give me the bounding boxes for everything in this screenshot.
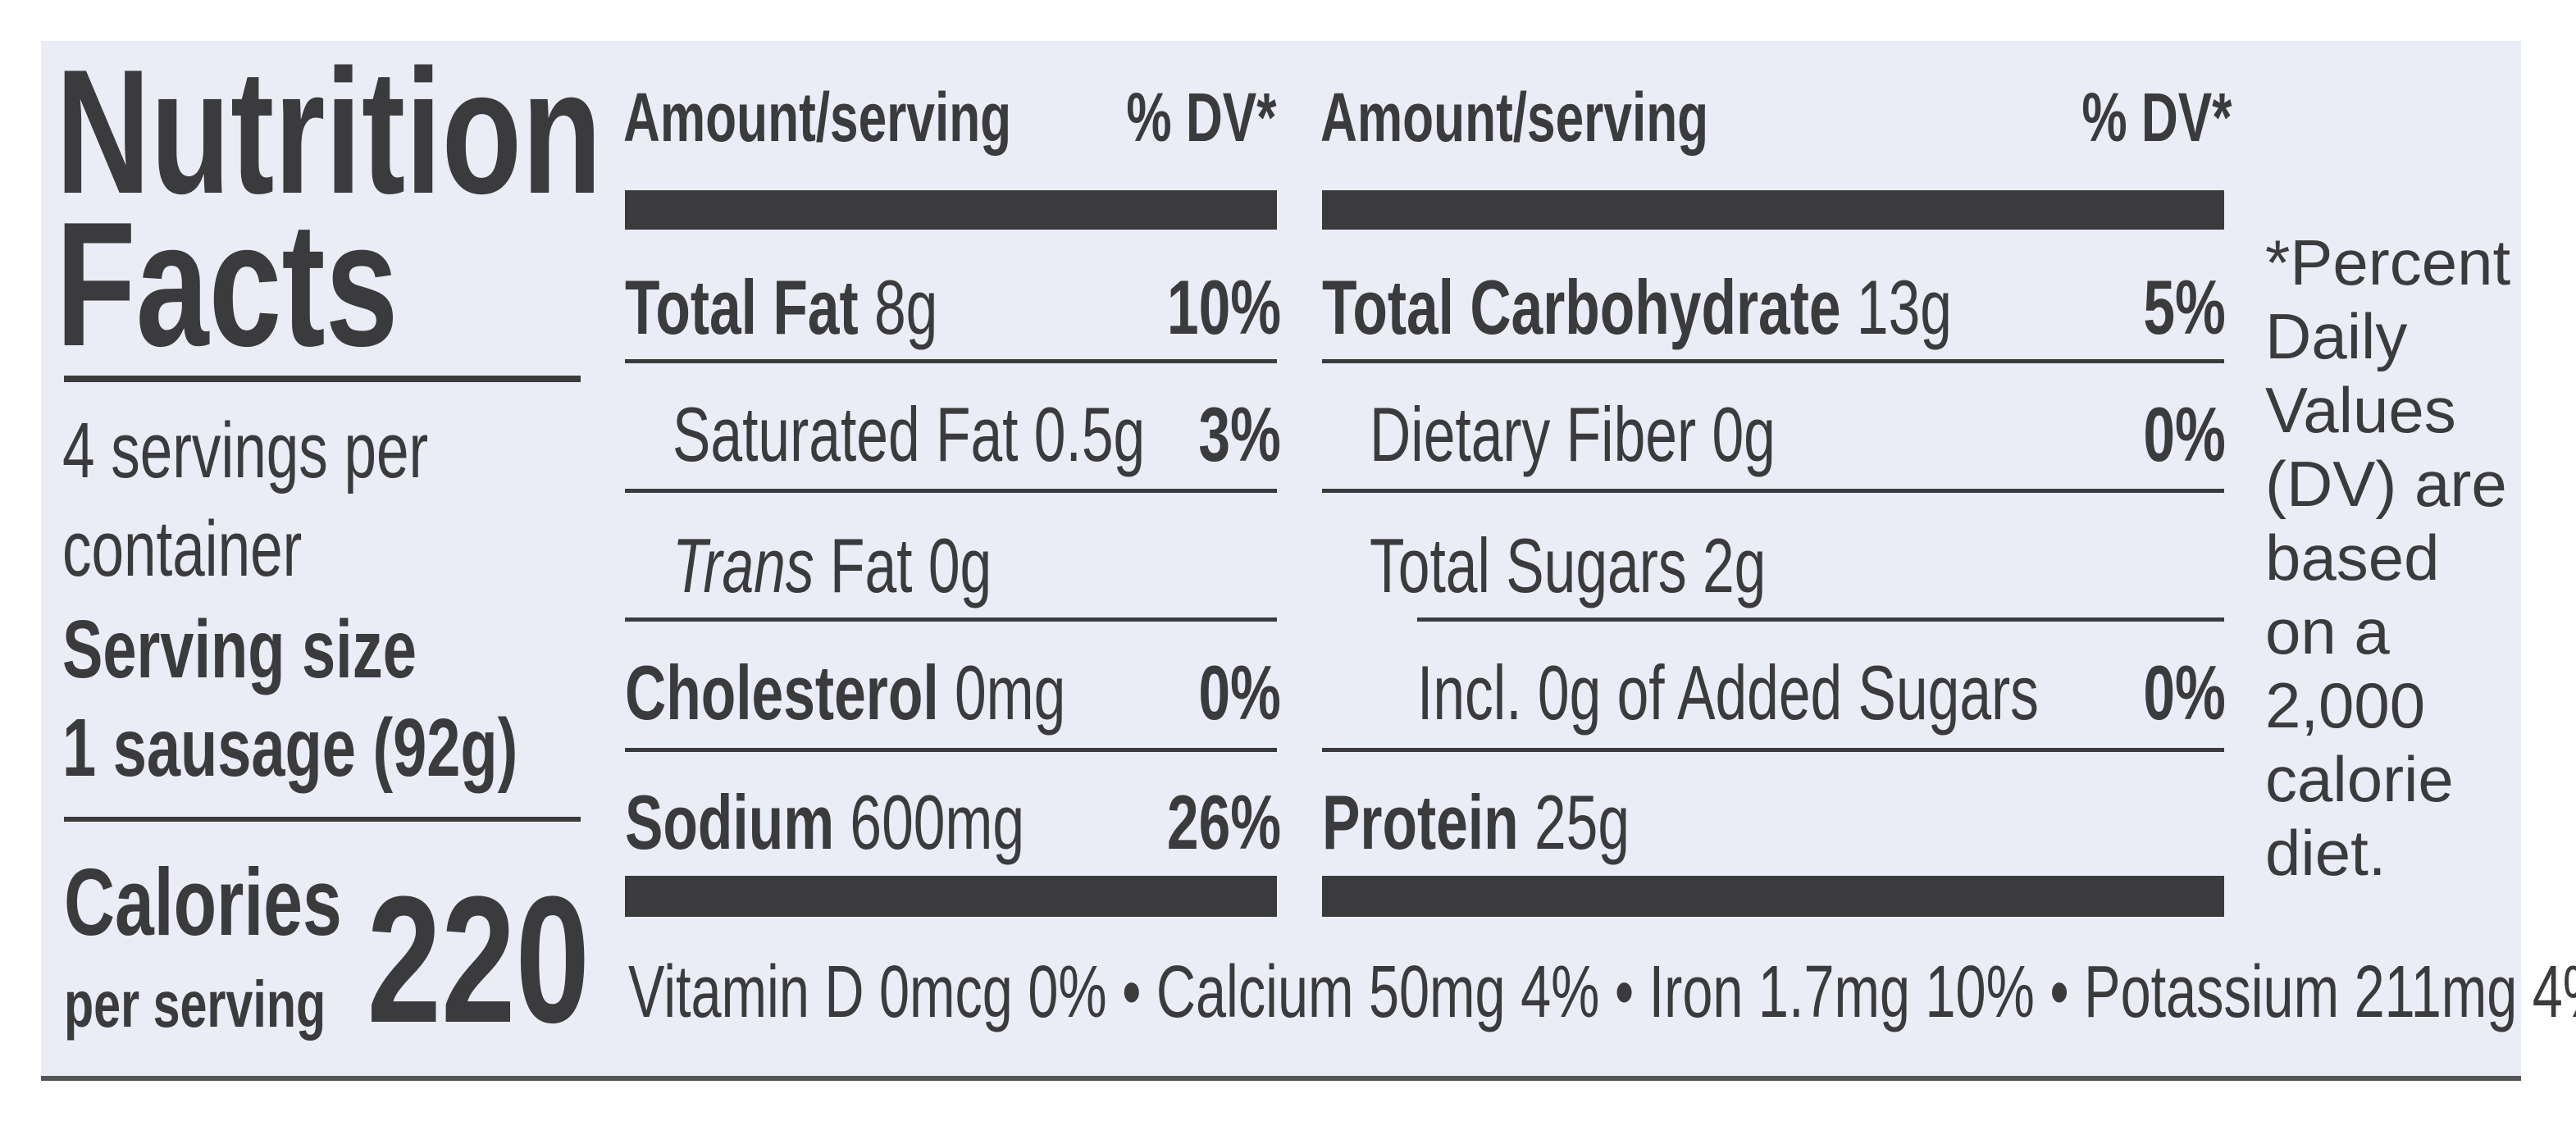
footnote-line: (DV) are	[2265, 448, 2507, 520]
amount-header-left: Amount/serving	[623, 79, 1012, 156]
row-sodium: Sodium 600mg 26%	[625, 779, 1281, 865]
micronutrients-line: Vitamin D 0mcg 0% • Calcium 50mg 4% • Ir…	[628, 951, 2576, 1033]
thick-bar	[1322, 876, 2224, 917]
servings-per-container: 4 servings per	[62, 407, 429, 494]
divider	[1322, 489, 2224, 493]
calories-label: Calories	[64, 849, 342, 955]
serving-size-label: Serving size	[62, 604, 417, 695]
footnote-line: *Percent	[2265, 226, 2511, 298]
row-trans-fat: Trans Fat 0g	[672, 522, 992, 608]
divider	[625, 617, 1277, 622]
divider	[64, 376, 581, 382]
row-total-fat: Total Fat 8g 10%	[625, 264, 1281, 350]
row-dietary-fiber: Dietary Fiber 0g 0%	[1370, 391, 2226, 477]
dv-footnote: *Percent Daily Values (DV) are based on …	[2265, 226, 2510, 890]
divider	[1417, 617, 2224, 622]
footnote-line: Daily	[2265, 300, 2408, 372]
thick-bar	[625, 190, 1277, 230]
title-nutrition: Nutrition	[56, 32, 602, 230]
footnote-line: 2,000	[2265, 669, 2426, 741]
divider	[625, 748, 1277, 752]
footnote-line: calorie	[2265, 743, 2454, 815]
footnote-line: based	[2265, 522, 2440, 594]
thick-bar	[1322, 190, 2224, 230]
thick-bar	[625, 876, 1277, 917]
servings-container: container	[62, 505, 303, 593]
amount-header-right: Amount/serving	[1320, 79, 1709, 156]
row-saturated-fat: Saturated Fat 0.5g 3%	[672, 391, 1281, 477]
calories-value: 220	[367, 859, 590, 1060]
row-total-sugars: Total Sugars 2g	[1370, 522, 1767, 608]
row-cholesterol: Cholesterol 0mg 0%	[625, 649, 1281, 736]
divider	[1322, 359, 2224, 363]
row-protein: Protein 25g	[1322, 779, 1630, 865]
calories-per-serving: per serving	[64, 968, 326, 1041]
title-facts: Facts	[56, 185, 399, 383]
footnote-line: Values	[2265, 374, 2456, 446]
footnote-line: diet.	[2265, 817, 2387, 889]
divider	[64, 817, 581, 822]
dv-header-left: % DV*	[1125, 79, 1276, 156]
serving-size-value: 1 sausage (92g)	[62, 702, 518, 794]
dv-header-right: % DV*	[2081, 79, 2232, 156]
footnote-line: on a	[2265, 595, 2390, 668]
divider	[1322, 748, 2224, 752]
divider	[625, 359, 1277, 363]
divider	[625, 489, 1277, 493]
row-added-sugars: Incl. 0g of Added Sugars 0%	[1417, 649, 2226, 736]
row-total-carbohydrate: Total Carbohydrate 13g 5%	[1322, 264, 2226, 350]
